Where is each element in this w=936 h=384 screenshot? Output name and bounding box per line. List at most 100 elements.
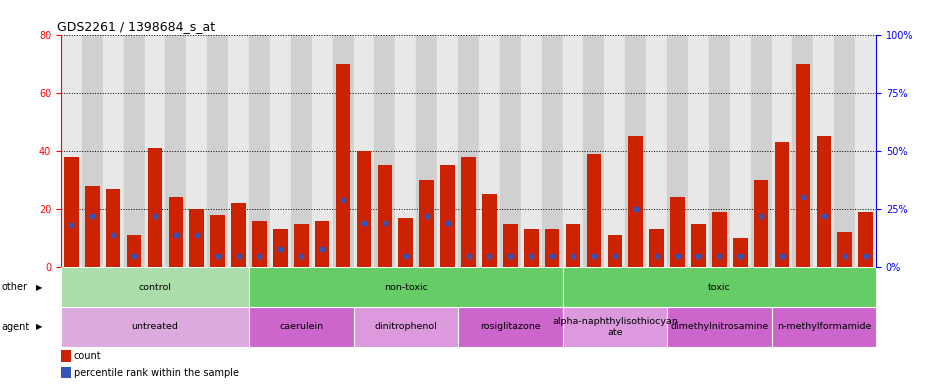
Bar <box>753 180 768 267</box>
Text: non-toxic: non-toxic <box>384 283 427 291</box>
Bar <box>624 35 646 267</box>
Bar <box>812 35 833 267</box>
Bar <box>669 197 684 267</box>
Bar <box>207 35 227 267</box>
Bar <box>353 307 458 347</box>
Bar <box>61 35 81 267</box>
Bar <box>691 223 705 267</box>
Bar <box>374 35 395 267</box>
Bar <box>353 35 374 267</box>
Bar <box>357 151 371 267</box>
Bar <box>607 235 622 267</box>
Bar <box>231 203 245 267</box>
Bar <box>857 212 872 267</box>
Bar <box>64 157 79 267</box>
Bar <box>687 35 709 267</box>
Bar <box>126 235 141 267</box>
Bar <box>729 35 750 267</box>
Text: dinitrophenol: dinitrophenol <box>374 323 437 331</box>
Bar <box>583 35 604 267</box>
Text: alpha-naphthylisothiocyan
ate: alpha-naphthylisothiocyan ate <box>551 317 677 337</box>
Bar <box>270 35 290 267</box>
Bar <box>294 223 308 267</box>
Bar <box>565 223 579 267</box>
Bar <box>458 307 562 347</box>
Bar <box>833 35 855 267</box>
Text: percentile rank within the sample: percentile rank within the sample <box>74 368 239 378</box>
Text: count: count <box>74 351 101 361</box>
Bar <box>377 166 392 267</box>
Bar <box>732 238 747 267</box>
Bar <box>398 218 413 267</box>
Bar <box>61 307 249 347</box>
Text: rosiglitazone: rosiglitazone <box>479 323 540 331</box>
Bar <box>249 267 562 307</box>
Bar <box>478 35 499 267</box>
Bar <box>523 229 538 267</box>
Text: untreated: untreated <box>131 323 178 331</box>
Bar <box>290 35 312 267</box>
Bar <box>437 35 458 267</box>
Bar <box>649 229 664 267</box>
Bar <box>189 209 204 267</box>
Bar <box>855 35 875 267</box>
Bar <box>249 307 353 347</box>
Bar <box>124 35 144 267</box>
Bar <box>249 35 270 267</box>
Bar <box>148 148 162 267</box>
Bar <box>709 35 729 267</box>
Bar <box>440 166 455 267</box>
Bar <box>103 35 124 267</box>
Bar <box>562 307 666 347</box>
Bar <box>520 35 541 267</box>
Text: control: control <box>139 283 171 291</box>
Bar <box>272 229 287 267</box>
Bar <box>666 35 687 267</box>
Bar <box>770 35 792 267</box>
Bar <box>61 367 70 379</box>
Bar <box>416 35 437 267</box>
Text: dimethylnitrosamine: dimethylnitrosamine <box>669 323 768 331</box>
Text: n-methylformamide: n-methylformamide <box>776 323 870 331</box>
Text: ▶: ▶ <box>36 283 42 291</box>
Bar <box>711 212 725 267</box>
Text: toxic: toxic <box>708 283 730 291</box>
Bar <box>795 64 810 267</box>
Text: ▶: ▶ <box>36 323 42 331</box>
Bar <box>503 223 517 267</box>
Bar <box>61 267 249 307</box>
Bar <box>792 35 812 267</box>
Bar <box>252 221 267 267</box>
Bar <box>312 35 332 267</box>
Bar <box>562 35 583 267</box>
Bar <box>837 232 851 267</box>
Bar <box>144 35 166 267</box>
Bar <box>541 35 562 267</box>
Bar <box>166 35 186 267</box>
Bar <box>419 180 433 267</box>
Bar <box>628 136 642 267</box>
Text: GDS2261 / 1398684_s_at: GDS2261 / 1398684_s_at <box>57 20 214 33</box>
Bar <box>586 154 601 267</box>
Text: caerulein: caerulein <box>279 323 323 331</box>
Bar <box>544 229 559 267</box>
Bar <box>750 35 770 267</box>
Bar <box>815 136 830 267</box>
Text: other: other <box>2 282 28 292</box>
Bar <box>770 307 875 347</box>
Bar <box>458 35 478 267</box>
Bar <box>646 35 666 267</box>
Bar <box>461 157 475 267</box>
Bar <box>666 307 770 347</box>
Bar <box>481 194 496 267</box>
Bar <box>168 197 183 267</box>
Bar <box>61 350 70 362</box>
Bar <box>332 35 353 267</box>
Bar <box>81 35 103 267</box>
Bar <box>499 35 520 267</box>
Bar <box>395 35 416 267</box>
Bar <box>562 267 875 307</box>
Bar <box>227 35 249 267</box>
Bar <box>604 35 624 267</box>
Bar <box>106 189 121 267</box>
